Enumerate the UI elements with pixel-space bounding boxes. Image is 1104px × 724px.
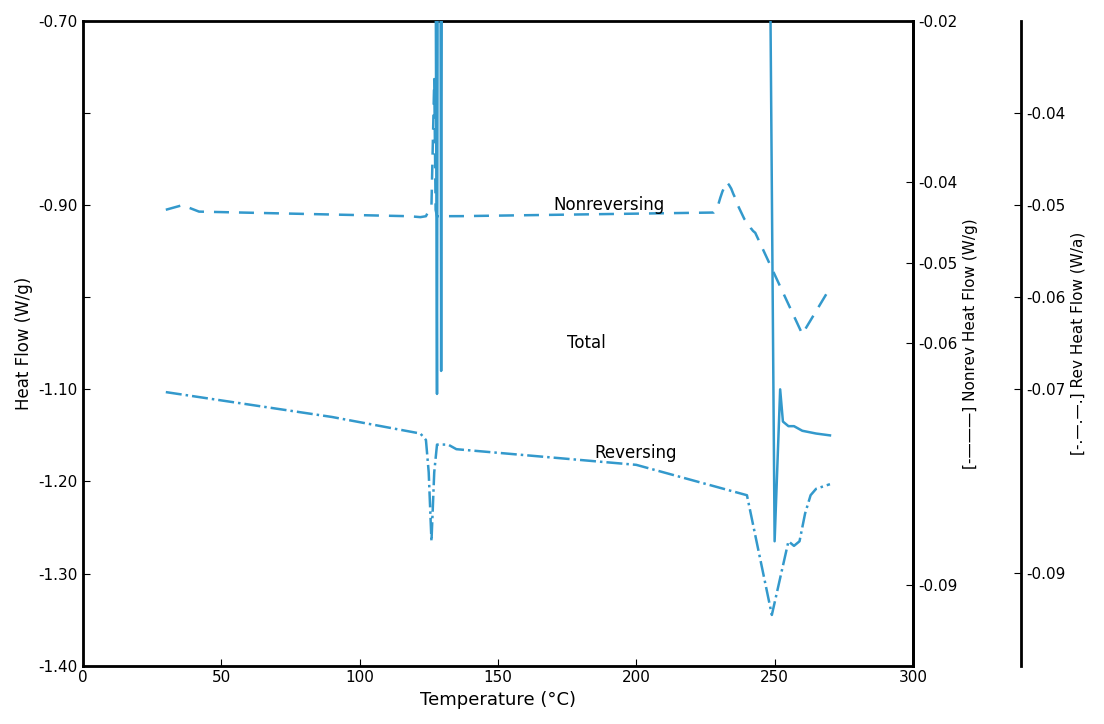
Y-axis label: [-———] Nonrev Heat Flow (W/g): [-———] Nonrev Heat Flow (W/g)	[963, 218, 978, 468]
Y-axis label: Heat Flow (W/g): Heat Flow (W/g)	[15, 277, 33, 410]
X-axis label: Temperature (°C): Temperature (°C)	[420, 691, 576, 709]
Text: Nonreversing: Nonreversing	[553, 195, 665, 214]
Text: Total: Total	[567, 334, 606, 352]
Y-axis label: [-.—.—.] Rev Heat Flow (W/a): [-.—.—.] Rev Heat Flow (W/a)	[1071, 232, 1085, 455]
Text: Reversing: Reversing	[595, 445, 677, 463]
